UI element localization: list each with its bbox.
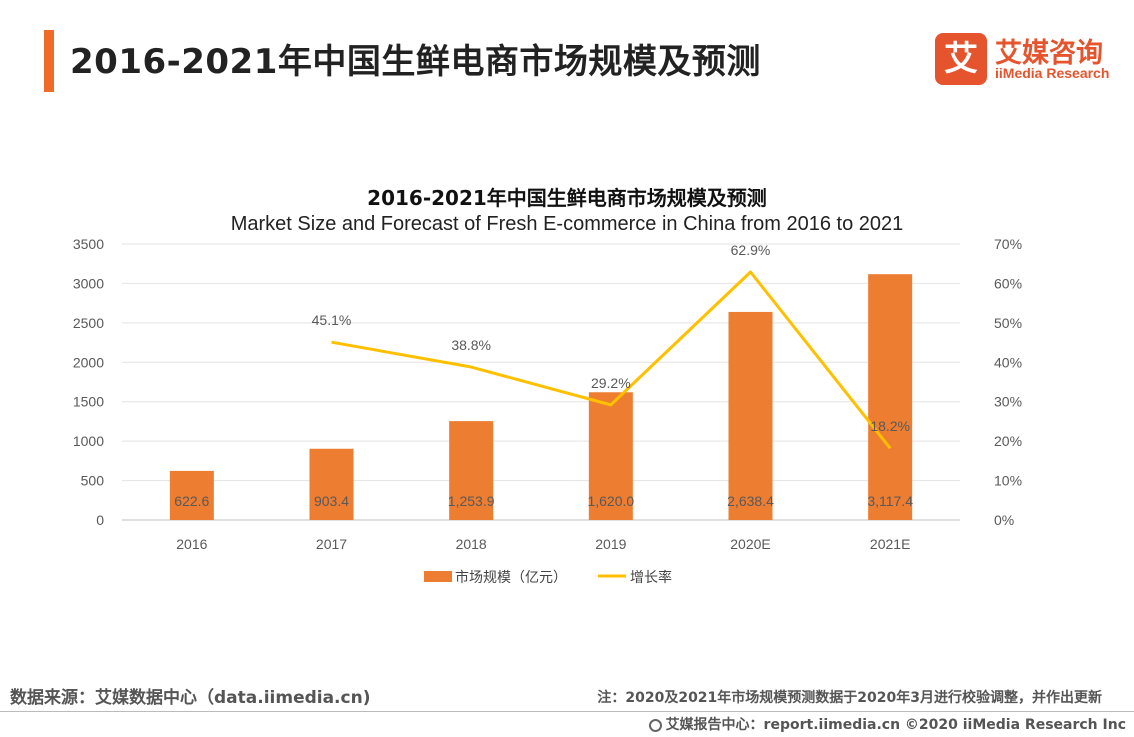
growth-rate-label: 18.2% [870,418,910,434]
y-right-tick-label: 0% [994,512,1014,528]
growth-rate-line [331,270,892,450]
y-left-tick-label: 500 [81,473,105,489]
page-title: 2016-2021年中国生鲜电商市场规模及预测 [70,42,761,82]
growth-rate-label: 45.1% [312,312,352,328]
y-right-tick-label: 10% [994,473,1022,489]
x-tick-label: 2018 [456,536,487,552]
x-tick-label: 2020E [730,536,770,552]
title-accent-bar [44,30,54,92]
bar-value-label: 1,253.9 [448,493,495,509]
footer-credit-text: 艾媒报告中心：report.iimedia.cn ©2020 iiMedia R… [665,717,1126,733]
x-tick-label: 2016 [176,536,207,552]
bar-value-label: 1,620.0 [587,493,634,509]
bar [868,274,913,520]
y-left-tick-label: 1500 [73,394,104,410]
growth-rate-label: 29.2% [591,375,631,391]
chart-subtitle: Market Size and Forecast of Fresh E-comm… [230,213,904,235]
logo-chinese-name: 艾媒咨询 [995,38,1103,69]
y-left-tick-label: 2000 [73,354,104,370]
bar-value-label: 622.6 [174,493,209,509]
data-source: 数据来源：艾媒数据中心（data.iimedia.cn) [10,688,371,708]
chart-title: 2016-2021年中国生鲜电商市场规模及预测 [367,186,767,210]
bar [169,470,214,520]
legend-bar-label: 市场规模（亿元） [455,569,567,586]
legend-bar-swatch [424,571,452,582]
legend-line-label: 增长率 [630,569,672,586]
x-tick-label: 2021E [870,536,910,552]
y-left-tick-label: 1000 [73,433,104,449]
y-right-tick-label: 40% [994,354,1022,370]
logo-english-name: iiMedia Research [995,65,1110,81]
globe-icon [648,719,662,732]
bar [309,448,354,520]
bar-value-label: 903.4 [314,493,349,509]
bar [588,392,633,520]
growth-rate-label: 62.9% [731,242,771,258]
bar [449,421,494,520]
y-left-tick-label: 3500 [73,236,104,252]
logo-mark: 艾 [935,33,987,85]
forecast-note: 注：2020及2021年市场规模预测数据于2020年3月进行校验调整，并作出更新 [597,690,1102,706]
y-left-tick-label: 3000 [73,275,104,291]
y-right-tick-label: 30% [994,394,1022,410]
y-right-tick-label: 50% [994,315,1022,331]
iimedia-logo: 艾 艾媒咨询 iiMedia Research [935,33,1115,87]
footer-credit: 艾媒报告中心：report.iimedia.cn ©2020 iiMedia R… [648,714,1126,734]
y-right-tick-label: 60% [994,275,1022,291]
x-tick-label: 2019 [595,536,626,552]
bar [728,311,773,520]
y-left-tick-label: 0 [96,512,104,528]
bar-value-label: 2,638.4 [727,493,774,509]
y-left-tick-label: 2500 [73,315,104,331]
y-right-tick-label: 70% [994,236,1022,252]
footer-divider [0,711,1134,712]
y-right-tick-label: 20% [994,433,1022,449]
x-tick-label: 2017 [316,536,347,552]
bar-value-label: 3,117.4 [867,493,913,509]
growth-rate-label: 38.8% [451,337,491,353]
